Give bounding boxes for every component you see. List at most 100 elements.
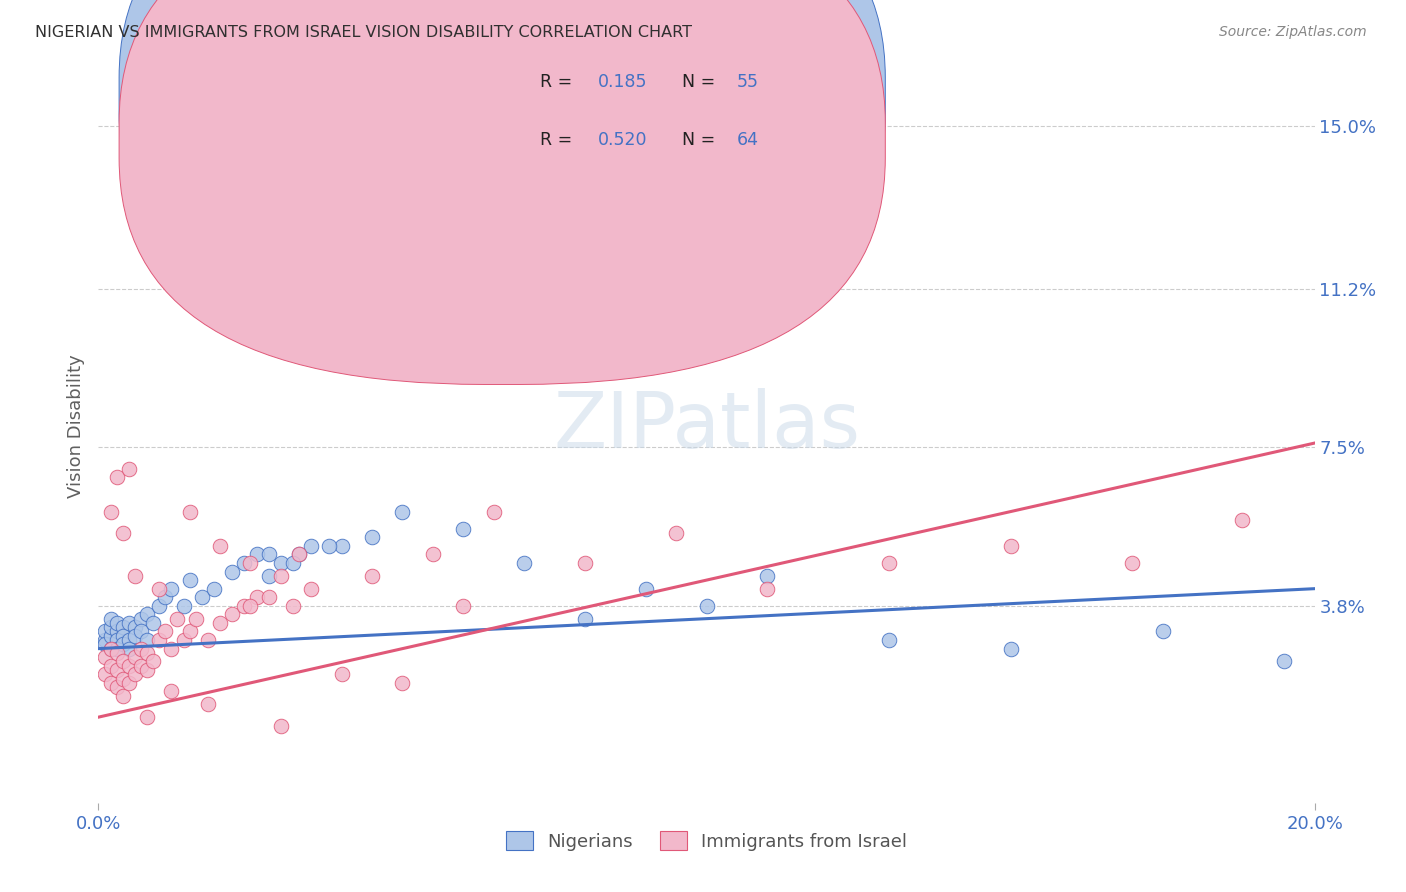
Point	[239, 599, 262, 613]
Text: N =: N =	[682, 130, 721, 148]
Point	[118, 633, 141, 648]
Point	[136, 710, 159, 724]
Point	[93, 633, 115, 648]
Point	[111, 620, 134, 634]
Point	[270, 556, 292, 570]
Point	[100, 620, 122, 634]
Point	[136, 646, 159, 660]
Y-axis label: Vision Disability: Vision Disability	[66, 354, 84, 498]
Point	[233, 556, 256, 570]
Point	[665, 526, 688, 541]
Text: N =: N =	[682, 73, 721, 91]
Point	[155, 624, 177, 639]
Point	[299, 582, 322, 596]
Point	[129, 624, 152, 639]
Point	[209, 615, 232, 630]
Point	[179, 573, 201, 587]
Point	[1121, 556, 1143, 570]
Text: 0.520: 0.520	[599, 130, 648, 148]
Text: Source: ZipAtlas.com: Source: ZipAtlas.com	[1219, 25, 1367, 39]
Point	[148, 599, 170, 613]
Point	[696, 599, 718, 613]
Point	[270, 569, 292, 583]
Point	[100, 505, 122, 519]
Point	[93, 624, 115, 639]
Point	[160, 582, 183, 596]
Point	[221, 607, 243, 622]
Point	[118, 676, 141, 690]
Point	[281, 599, 304, 613]
Point	[105, 646, 128, 660]
Point	[93, 637, 115, 651]
Point	[453, 522, 475, 536]
Point	[118, 641, 141, 656]
Point	[111, 526, 134, 541]
Point	[179, 505, 201, 519]
Text: NIGERIAN VS IMMIGRANTS FROM ISRAEL VISION DISABILITY CORRELATION CHART: NIGERIAN VS IMMIGRANTS FROM ISRAEL VISIO…	[35, 25, 692, 40]
Point	[111, 689, 134, 703]
Point	[100, 629, 122, 643]
Point	[233, 599, 256, 613]
Point	[453, 599, 475, 613]
Point	[1000, 641, 1022, 656]
Point	[93, 667, 115, 681]
Point	[100, 641, 122, 656]
Point	[105, 470, 128, 484]
Text: 0.185: 0.185	[599, 73, 648, 91]
Point	[124, 667, 146, 681]
Point	[184, 612, 207, 626]
Point	[1000, 539, 1022, 553]
Point	[330, 539, 353, 553]
Point	[330, 667, 353, 681]
Point	[118, 462, 141, 476]
Point	[245, 591, 267, 605]
Point	[105, 641, 128, 656]
FancyBboxPatch shape	[120, 0, 886, 340]
Point	[142, 655, 165, 669]
Legend: Nigerians, Immigrants from Israel: Nigerians, Immigrants from Israel	[498, 824, 915, 858]
FancyBboxPatch shape	[120, 0, 886, 384]
Text: ZIPatlas: ZIPatlas	[553, 388, 860, 464]
Point	[361, 530, 384, 544]
Point	[124, 650, 146, 665]
Point	[105, 615, 128, 630]
Point	[1230, 513, 1253, 527]
Point	[513, 556, 536, 570]
Point	[634, 582, 657, 596]
Point	[239, 556, 262, 570]
Point	[288, 548, 311, 562]
Point	[129, 641, 152, 656]
Point	[482, 505, 505, 519]
Point	[257, 591, 280, 605]
Point	[1152, 624, 1174, 639]
Point	[155, 591, 177, 605]
Point	[574, 612, 596, 626]
Point	[129, 612, 152, 626]
Point	[111, 637, 134, 651]
Point	[197, 633, 219, 648]
Point	[173, 599, 195, 613]
Point	[166, 612, 188, 626]
Point	[148, 582, 170, 596]
Point	[124, 620, 146, 634]
Point	[221, 565, 243, 579]
Point	[191, 591, 214, 605]
Point	[111, 629, 134, 643]
Point	[93, 650, 115, 665]
Point	[173, 633, 195, 648]
Point	[100, 676, 122, 690]
Point	[160, 684, 183, 698]
Point	[118, 615, 141, 630]
Point	[202, 582, 225, 596]
Point	[299, 539, 322, 553]
Point	[318, 539, 340, 553]
Point	[105, 624, 128, 639]
Point	[160, 641, 183, 656]
Point	[270, 719, 292, 733]
Point	[209, 539, 232, 553]
Point	[257, 548, 280, 562]
Text: R =: R =	[540, 73, 578, 91]
Point	[756, 582, 779, 596]
Point	[105, 633, 128, 648]
Point	[105, 663, 128, 677]
